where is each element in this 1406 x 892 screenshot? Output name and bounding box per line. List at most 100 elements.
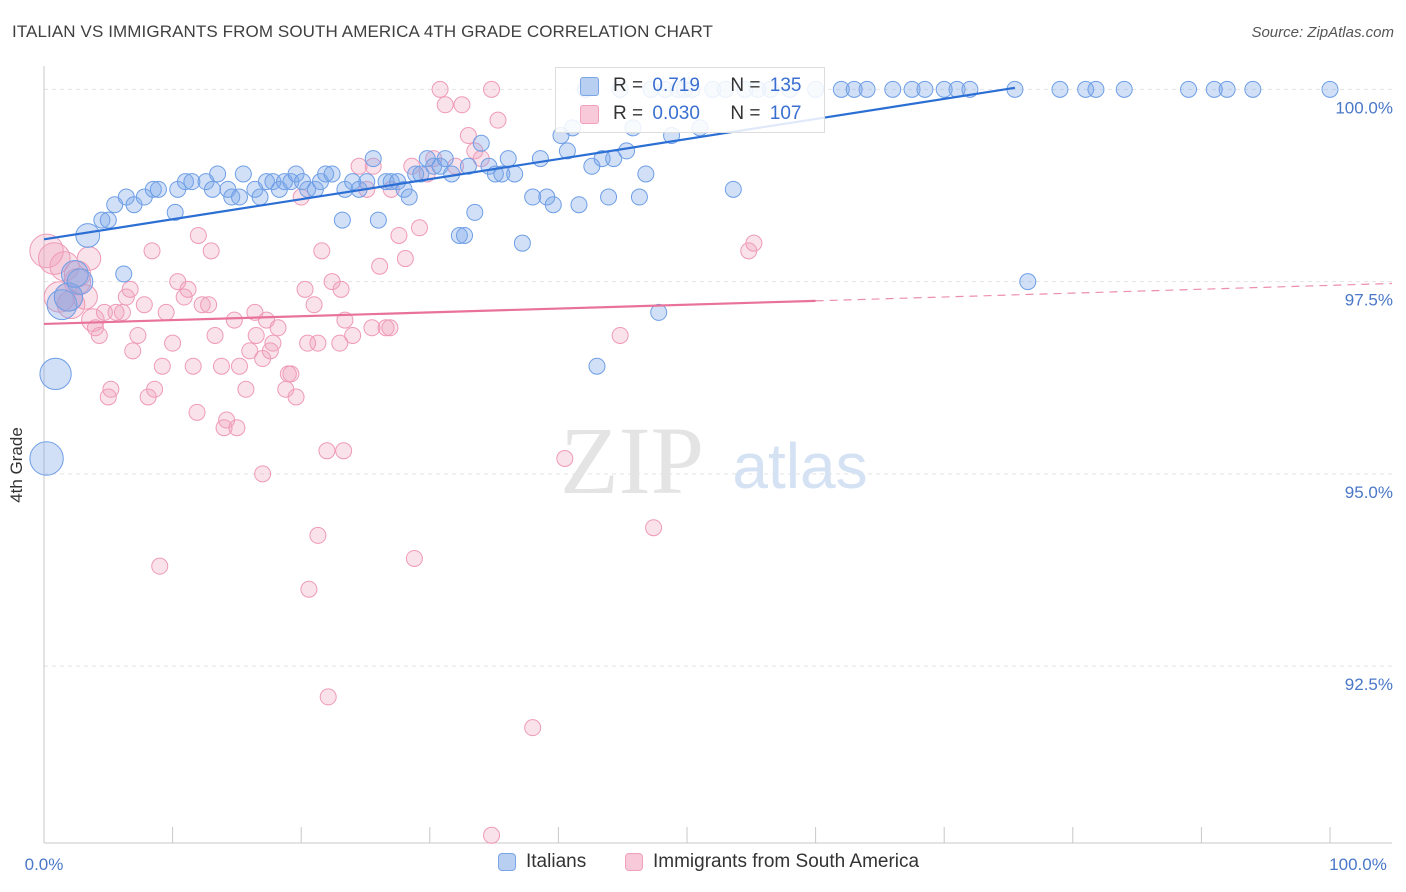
legend-swatch-italians (498, 853, 516, 871)
italians-point (53, 282, 84, 312)
italians-point (650, 303, 668, 321)
immigrants-point (37, 242, 71, 275)
immigrants-point (299, 334, 317, 352)
immigrants-point (279, 365, 297, 383)
series-italians-points (29, 80, 1339, 476)
immigrants-point (261, 342, 279, 360)
italians-point (1205, 80, 1223, 98)
y-tick-label: 95.0% (1345, 483, 1393, 502)
immigrants-point (363, 319, 381, 337)
y-tick-label: 97.5% (1345, 291, 1393, 310)
italians-point (506, 165, 524, 183)
r-label: R = (613, 103, 644, 124)
y-tick-label: 92.5% (1345, 675, 1393, 694)
immigrants-point (483, 826, 501, 844)
legend-item-immigrants[interactable]: Immigrants from South America (625, 851, 919, 873)
trend-line-italians (43, 86, 1016, 241)
x-tick-label: 0.0% (25, 855, 64, 874)
immigrants-point (371, 257, 389, 275)
immigrants-point (309, 526, 327, 544)
italians-point (524, 188, 542, 206)
italians-point (209, 165, 227, 183)
n-label: N = (730, 103, 761, 124)
italians-point (456, 226, 474, 244)
italians-point (369, 211, 387, 229)
italians-point (323, 165, 341, 183)
trend-line-immigrants (43, 299, 816, 326)
italians-point (618, 142, 636, 160)
x-tick-labels: 0.0% 100.0% (25, 855, 1387, 874)
immigrants-point (396, 250, 414, 268)
immigrants-point (225, 311, 243, 329)
immigrants-point (164, 334, 182, 352)
immigrants-point (309, 334, 327, 352)
immigrants-point (212, 357, 230, 375)
italians-point (593, 150, 611, 168)
italians-point (544, 196, 562, 214)
watermark-atlas: atlas (732, 430, 867, 502)
italians-point (493, 165, 511, 183)
italians-point (149, 180, 167, 198)
source-label: Source: ZipAtlas.com (1251, 24, 1394, 41)
italians-point (115, 265, 133, 283)
italians-point (1321, 80, 1339, 98)
italians-point (903, 80, 921, 98)
italians-point (499, 150, 517, 168)
italians-point (1077, 80, 1095, 98)
italians-point (466, 203, 484, 221)
italians-point (1051, 80, 1069, 98)
italians-point (39, 357, 72, 391)
series-immigrants-points (29, 80, 763, 844)
legend-item-italians[interactable]: Italians (498, 851, 586, 873)
italians-point (1019, 273, 1037, 291)
immigrants-point (246, 303, 264, 321)
immigrants-point (151, 557, 169, 575)
immigrants-point (107, 303, 125, 321)
chart-title: ITALIAN VS IMMIGRANTS FROM SOUTH AMERICA… (12, 22, 714, 41)
italians-point (176, 173, 194, 191)
immigrants-point (611, 326, 629, 344)
immigrants-point (745, 234, 763, 252)
immigrants-point (344, 326, 362, 344)
r-value-italians: 0.719 (652, 75, 700, 96)
italians-point (99, 211, 117, 229)
immigrants-point (377, 319, 395, 337)
immigrants-point (436, 96, 454, 114)
immigrants-point (305, 296, 323, 314)
italians-point (234, 165, 252, 183)
immigrants-point (175, 288, 193, 306)
italians-point (1244, 80, 1262, 98)
italians-point (230, 188, 248, 206)
italians-point (935, 80, 953, 98)
immigrants-point (287, 388, 305, 406)
immigrants-point (184, 357, 202, 375)
immigrants-point (237, 380, 255, 398)
immigrants-point (121, 280, 139, 298)
n-label: N = (730, 75, 761, 96)
immigrants-point (453, 96, 471, 114)
italians-point (1115, 80, 1133, 98)
immigrants-point (143, 242, 161, 260)
n-value-italians: 135 (769, 75, 802, 96)
y-tick-labels: 100.0% 97.5% 95.0% 92.5% (1335, 98, 1393, 694)
italians-point (333, 211, 351, 229)
italians-point (257, 173, 275, 191)
italians-point (724, 180, 742, 198)
immigrants-point (200, 296, 218, 314)
italians-point (93, 211, 111, 229)
immigrants-point (319, 688, 337, 706)
immigrants-point (76, 246, 102, 271)
immigrants-point (645, 519, 663, 537)
italians-point (845, 80, 863, 98)
italians-point (166, 203, 184, 221)
italians-point (832, 80, 850, 98)
r-label: R = (613, 75, 644, 96)
immigrants-point (411, 219, 429, 237)
immigrants-point (300, 580, 318, 598)
italians-point (1087, 80, 1105, 98)
immigrants-point (296, 280, 314, 298)
immigrants-point (179, 280, 197, 298)
immigrants-point (193, 296, 211, 314)
immigrants-point (124, 342, 142, 360)
stats-box: R = 0.719 N = 135 R = 0.030 N = 107 (555, 67, 825, 133)
